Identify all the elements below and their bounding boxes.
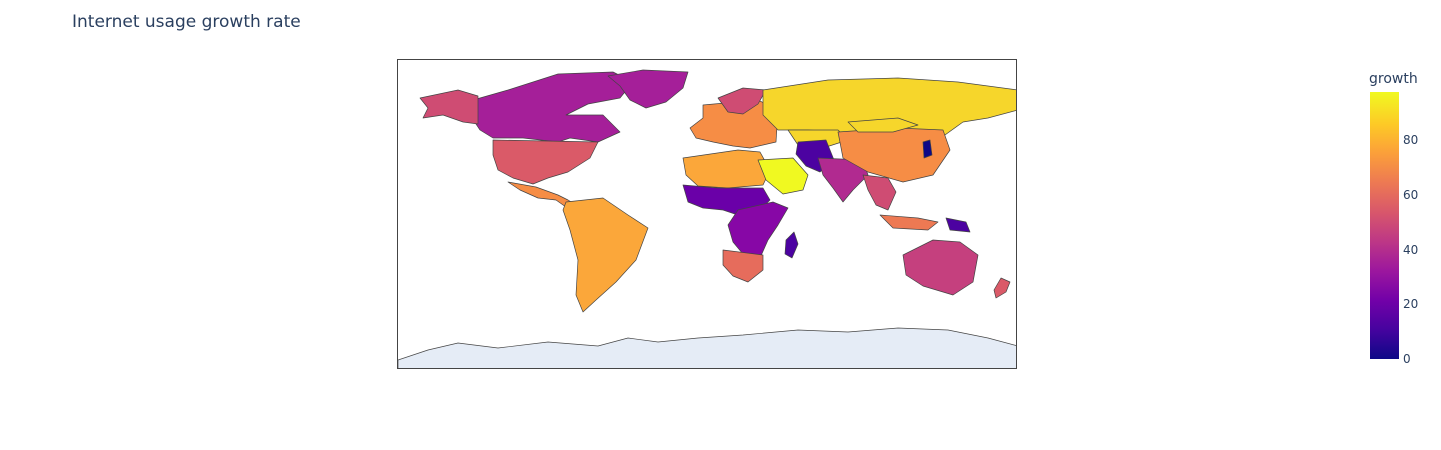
world-map[interactable]: CanadaGreenlandAlaskaUnited StatesMexico… bbox=[398, 60, 1017, 369]
region-scandinavia[interactable]: Scandinavia bbox=[717, 87, 767, 115]
region-madagascar[interactable]: Madagascar bbox=[784, 231, 799, 259]
region-southeast-asia[interactable]: Southeast Asia bbox=[862, 174, 897, 211]
region-south-america[interactable]: South America bbox=[562, 197, 649, 313]
chart-title: Internet usage growth rate bbox=[72, 12, 301, 32]
colorbar bbox=[1370, 92, 1399, 359]
colorbar-tick-60: 60 bbox=[1403, 188, 1419, 202]
colorbar-tick-80: 80 bbox=[1403, 133, 1419, 147]
map-frame[interactable]: CanadaGreenlandAlaskaUnited StatesMexico… bbox=[397, 59, 1017, 369]
colorbar-tick-40: 40 bbox=[1403, 243, 1419, 257]
region-mongolia[interactable]: Mongolia bbox=[847, 117, 919, 133]
region-antarctica[interactable]: Antarctica bbox=[398, 327, 1017, 369]
region-united-states[interactable]: United States bbox=[492, 139, 599, 185]
region-east-africa[interactable]: East Africa bbox=[727, 201, 789, 261]
region-china[interactable]: China bbox=[837, 127, 951, 183]
region-indonesia[interactable]: Indonesia bbox=[879, 214, 939, 231]
region-alaska[interactable]: Alaska bbox=[419, 89, 479, 125]
region-greenland[interactable]: Greenland bbox=[607, 69, 689, 109]
region-korea[interactable]: Korea bbox=[922, 139, 933, 159]
colorbar-tick-0: 0 bbox=[1403, 352, 1411, 366]
region-new-zealand[interactable]: New Zealand bbox=[993, 277, 1011, 299]
region-saudi-arabia[interactable]: Saudi Arabia bbox=[757, 157, 809, 195]
region-canada[interactable]: Canada bbox=[469, 71, 634, 143]
region-southern-africa[interactable]: Southern Africa bbox=[722, 249, 764, 283]
region-papua-new-guinea[interactable]: Papua New Guinea bbox=[945, 217, 971, 233]
colorbar-tick-20: 20 bbox=[1403, 297, 1419, 311]
region-north-africa[interactable]: North Africa bbox=[682, 149, 771, 189]
colorbar-title: growth bbox=[1369, 71, 1418, 87]
region-australia[interactable]: Australia bbox=[902, 239, 979, 296]
